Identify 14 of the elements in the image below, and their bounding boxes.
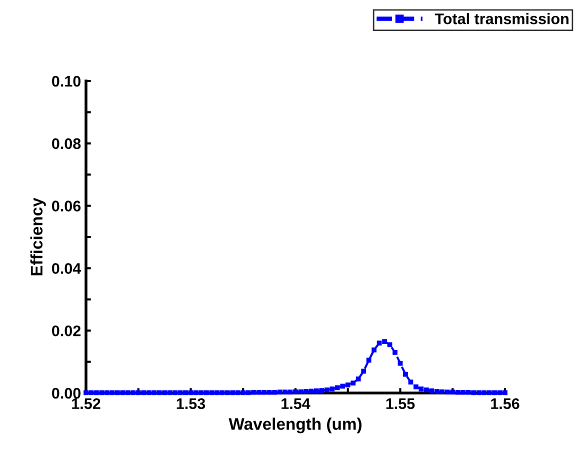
x-tick-label: 1.56 (491, 398, 520, 410)
x-tick-label: 1.55 (386, 398, 415, 410)
x-tick-label: 1.53 (176, 398, 206, 410)
y-axis-title: Efficiency (30, 198, 46, 276)
text: 0.00 (52, 388, 81, 399)
x-tick-label: 1.54 (282, 398, 310, 410)
y-tick-label: 0.06 (52, 200, 81, 212)
y-tick-label: 0.04 (52, 263, 82, 274)
y-tick-label: 0.02 (52, 325, 81, 336)
x-axis-title: Wavelength (um) (228, 418, 362, 434)
y-tick-label: 0.10 (52, 76, 81, 87)
y-tick-label: 0.08 (52, 138, 81, 150)
x-tick-label: 1.52 (72, 398, 100, 410)
legend-label: Total transmission (434, 13, 568, 24)
